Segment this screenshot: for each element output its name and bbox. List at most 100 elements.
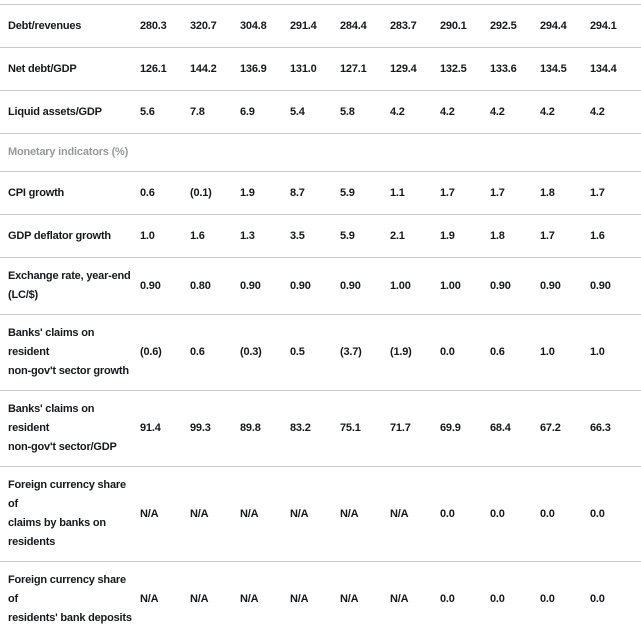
value-cell: N/A bbox=[290, 507, 309, 520]
table-row: Banks' claims on resident non-gov't sect… bbox=[0, 314, 641, 390]
financial-indicators-table: Debt/revenues 280.3 320.7 304.8 291.4 284.4 28… bbox=[0, 4, 641, 626]
value-cell: 0.0 bbox=[540, 507, 555, 520]
value-cell: 7.8 bbox=[190, 105, 205, 118]
value-cell: 5.4 bbox=[290, 105, 305, 118]
value-cell: 136.9 bbox=[240, 62, 267, 75]
value-cell: 1.6 bbox=[590, 229, 605, 242]
value-cell: 91.4 bbox=[140, 422, 161, 434]
value-cell: 126.1 bbox=[140, 62, 167, 75]
value-cell: N/A bbox=[140, 593, 159, 605]
value-cell: 4.2 bbox=[390, 105, 405, 118]
value-cell: 71.7 bbox=[390, 422, 411, 434]
value-cell: 291.4 bbox=[290, 19, 317, 32]
value-cell: 0.90 bbox=[590, 279, 611, 292]
value-cell: 5.9 bbox=[340, 186, 355, 199]
table-row: Foreign currency share of residents' ban… bbox=[0, 561, 641, 626]
value-cell: N/A bbox=[240, 593, 259, 605]
table-row: Foreign currency share of claims by bank… bbox=[0, 466, 641, 561]
value-cell: 0.90 bbox=[140, 279, 161, 292]
value-cell: 134.5 bbox=[540, 62, 567, 75]
value-cell: 6.9 bbox=[240, 105, 255, 118]
value-cell: 1.9 bbox=[240, 186, 255, 199]
value-cell: 129.4 bbox=[390, 62, 417, 75]
row-label: GDP deflator growth bbox=[8, 229, 111, 242]
value-cell: 1.7 bbox=[590, 186, 605, 199]
value-cell: 0.0 bbox=[440, 593, 455, 605]
value-cell: 0.90 bbox=[340, 279, 361, 292]
table-row: Exchange rate, year-end (LC/$) 0.90 0.80 0.… bbox=[0, 257, 641, 314]
row-label: Liquid assets/GDP bbox=[8, 105, 102, 118]
value-cell: 292.5 bbox=[490, 19, 517, 32]
value-cell: 1.00 bbox=[440, 279, 461, 292]
value-cell: (0.3) bbox=[240, 346, 262, 358]
row-label: Foreign currency share of residents' ban… bbox=[8, 574, 132, 624]
value-cell: 1.7 bbox=[540, 229, 555, 242]
value-cell: N/A bbox=[190, 593, 209, 605]
value-cell: 69.9 bbox=[440, 422, 461, 434]
value-cell: 1.1 bbox=[390, 186, 405, 199]
value-cell: 4.2 bbox=[590, 105, 605, 118]
value-cell: N/A bbox=[290, 593, 309, 605]
row-label: Foreign currency share of claims by bank… bbox=[8, 479, 126, 548]
value-cell: 133.6 bbox=[490, 62, 517, 75]
value-cell: (3.7) bbox=[340, 346, 362, 358]
value-cell: N/A bbox=[240, 507, 259, 520]
value-cell: 1.6 bbox=[190, 229, 205, 242]
value-cell: 66.3 bbox=[590, 422, 611, 434]
value-cell: 89.8 bbox=[240, 422, 261, 434]
value-cell: 0.90 bbox=[490, 279, 511, 292]
value-cell: 1.0 bbox=[540, 346, 555, 358]
value-cell: (0.1) bbox=[190, 186, 212, 199]
row-label: Banks' claims on resident non-gov't sect… bbox=[8, 327, 129, 377]
value-cell: 1.0 bbox=[590, 346, 605, 358]
value-cell: N/A bbox=[390, 507, 409, 520]
row-label: Banks' claims on resident non-gov't sect… bbox=[8, 403, 117, 453]
section-header: Monetary indicators (%) bbox=[8, 146, 129, 158]
value-cell: 0.0 bbox=[540, 593, 555, 605]
value-cell: 8.7 bbox=[290, 186, 305, 199]
table-row: Net debt/GDP 126.1 144.2 136.9 131.0 127.1 129… bbox=[0, 47, 641, 90]
value-cell: 0.0 bbox=[590, 507, 605, 520]
value-cell: 1.00 bbox=[390, 279, 411, 292]
table-row: Banks' claims on resident non-gov't sect… bbox=[0, 390, 641, 466]
value-cell: 284.4 bbox=[340, 19, 367, 32]
value-cell: 5.8 bbox=[340, 105, 355, 118]
value-cell: 0.5 bbox=[290, 346, 305, 358]
value-cell: 0.6 bbox=[490, 346, 505, 358]
value-cell: 5.6 bbox=[140, 105, 155, 118]
value-cell: N/A bbox=[190, 507, 209, 520]
value-cell: 132.5 bbox=[440, 62, 467, 75]
value-cell: 0.6 bbox=[190, 346, 205, 358]
value-cell: 294.1 bbox=[590, 19, 617, 32]
value-cell: 0.90 bbox=[240, 279, 261, 292]
value-cell: 290.1 bbox=[440, 19, 467, 32]
value-cell: 67.2 bbox=[540, 422, 561, 434]
value-cell: 1.7 bbox=[490, 186, 505, 199]
value-cell: 3.5 bbox=[290, 229, 305, 242]
row-label: Debt/revenues bbox=[8, 19, 82, 32]
value-cell: (1.9) bbox=[390, 346, 412, 358]
value-cell: 127.1 bbox=[340, 62, 367, 75]
value-cell: 0.0 bbox=[440, 346, 455, 358]
row-label: CPI growth bbox=[8, 186, 65, 199]
value-cell: 283.7 bbox=[390, 19, 417, 32]
value-cell: N/A bbox=[140, 507, 159, 520]
value-cell: N/A bbox=[390, 593, 409, 605]
value-cell: 0.0 bbox=[490, 593, 505, 605]
value-cell: 0.80 bbox=[190, 279, 211, 292]
value-cell: 144.2 bbox=[190, 62, 217, 75]
table-row: CPI growth 0.6 (0.1) 1.9 8.7 5.9 1.1 1.7 1.7 1.8 1… bbox=[0, 171, 641, 214]
value-cell: 0.0 bbox=[490, 507, 505, 520]
value-cell: 4.2 bbox=[490, 105, 505, 118]
value-cell: 1.7 bbox=[440, 186, 455, 199]
value-cell: 320.7 bbox=[190, 19, 217, 32]
value-cell: 5.9 bbox=[340, 229, 355, 242]
value-cell: 0.90 bbox=[290, 279, 311, 292]
value-cell: (0.6) bbox=[140, 346, 162, 358]
value-cell: 1.8 bbox=[490, 229, 505, 242]
table-row: GDP deflator growth 1.0 1.6 1.3 3.5 5.9 2.1 1.9… bbox=[0, 214, 641, 257]
value-cell: 68.4 bbox=[490, 422, 511, 434]
table-row: Debt/revenues 280.3 320.7 304.8 291.4 284.4 28… bbox=[0, 4, 641, 47]
value-cell: 1.3 bbox=[240, 229, 255, 242]
value-cell: 0.0 bbox=[440, 507, 455, 520]
